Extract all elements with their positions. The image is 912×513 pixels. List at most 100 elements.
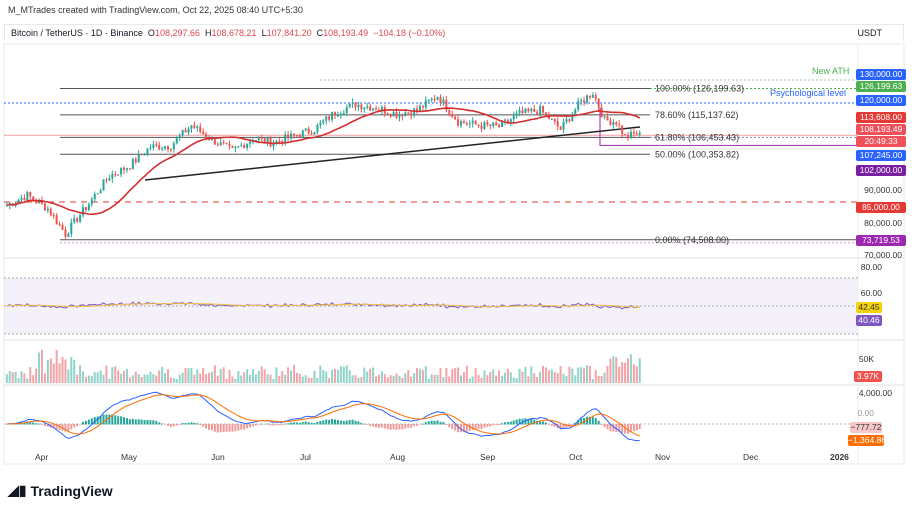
volume-bar	[418, 368, 421, 383]
candle	[635, 133, 638, 135]
macd-histogram-bar	[348, 419, 351, 425]
macd-histogram-bar	[111, 414, 114, 425]
candle	[418, 106, 421, 111]
candle	[38, 200, 41, 203]
volume-bar	[301, 376, 304, 383]
macd-histogram-bar	[498, 424, 501, 426]
volume-axis-label: 50K	[858, 354, 874, 364]
volume-bar	[544, 367, 547, 383]
macd-histogram-bar	[325, 419, 328, 425]
volume-bar	[123, 370, 126, 383]
candle	[536, 111, 539, 115]
candle	[281, 141, 284, 144]
open-label: O	[147, 28, 155, 38]
volume-bar	[451, 369, 454, 383]
macd-histogram-bar	[190, 422, 193, 425]
volume-bar	[196, 369, 199, 383]
macd-histogram-bar	[149, 420, 152, 425]
macd-histogram-bar	[90, 418, 93, 425]
volume-bar	[254, 374, 257, 383]
volume-bar	[322, 370, 325, 383]
macd-histogram-bar	[319, 421, 322, 425]
volume-bar	[17, 378, 20, 383]
candle	[234, 147, 237, 149]
volume-bar	[427, 378, 430, 383]
volume-bar	[202, 367, 205, 383]
price-axis-label: 70,000.00	[864, 250, 902, 260]
macd-histogram-bar	[442, 422, 445, 425]
candle	[369, 106, 372, 111]
macd-histogram-bar	[301, 422, 304, 425]
macd-histogram-bar	[216, 424, 219, 433]
macd-histogram-bar	[146, 419, 149, 425]
volume-bar	[216, 375, 219, 383]
volume-bar	[547, 370, 550, 383]
macd-signal-line	[6, 394, 640, 437]
candle	[621, 125, 624, 135]
volume-bar	[632, 364, 635, 383]
price-tag: 85,000.00	[856, 202, 906, 213]
time-label: 2026	[830, 452, 849, 462]
candle	[427, 100, 430, 102]
time-label: Oct	[569, 452, 583, 462]
volume-bar	[260, 366, 263, 383]
time-label: Jun	[211, 452, 225, 462]
volume-bar	[210, 371, 213, 383]
price-tag: 126,199.63	[856, 81, 906, 92]
candle	[348, 103, 351, 108]
volume-bar	[120, 373, 123, 383]
volume-bar	[501, 376, 504, 383]
candle	[585, 95, 588, 103]
volume-bar	[143, 374, 146, 383]
candle	[632, 131, 635, 134]
candle	[603, 116, 606, 118]
macd-histogram-bar	[193, 422, 196, 425]
tradingview-logo: ◢▮ TradingView	[8, 482, 113, 499]
candle	[49, 208, 52, 216]
macd-histogram-bar	[120, 416, 123, 425]
candle	[32, 196, 35, 200]
volume-bar	[474, 367, 477, 383]
high-value: 108,678.21	[211, 28, 257, 38]
candle	[29, 192, 32, 197]
candle	[120, 167, 123, 175]
symbol-title[interactable]: Bitcoin / TetherUS · 1D · Binance	[11, 28, 143, 38]
candle	[140, 154, 143, 156]
volume-bar	[627, 358, 629, 383]
candle	[319, 122, 322, 126]
macd-histogram-bar	[254, 424, 257, 426]
time-label: Apr	[35, 452, 49, 462]
macd-histogram-bar	[284, 423, 287, 425]
volume-bar	[205, 374, 208, 383]
macd-tag: −1,364.86	[848, 435, 887, 446]
macd-histogram-bar	[219, 424, 222, 433]
volume-bar	[70, 357, 73, 383]
macd-histogram-bar	[489, 424, 492, 427]
volume-bar	[515, 378, 518, 383]
volume-bar	[61, 357, 64, 383]
candle	[70, 222, 73, 234]
candle	[5, 205, 8, 207]
time-label: Aug	[390, 452, 406, 462]
volume-bar	[351, 375, 354, 383]
macd-histogram-bar	[629, 424, 632, 433]
candle	[304, 128, 307, 131]
candle	[43, 203, 46, 211]
volume-bar	[454, 368, 457, 383]
candle	[542, 106, 545, 113]
macd-histogram-bar	[603, 424, 606, 428]
macd-histogram-bar	[457, 424, 460, 433]
candle	[421, 106, 424, 108]
candle	[448, 110, 451, 114]
candle	[263, 138, 266, 143]
candle	[231, 145, 234, 148]
candle	[111, 174, 114, 179]
volume-bar	[231, 376, 234, 383]
macd-histogram-bar	[228, 424, 231, 432]
candle	[506, 119, 509, 122]
candle	[225, 143, 228, 145]
currency-label: USDT	[857, 28, 883, 38]
candle	[190, 125, 193, 129]
macd-histogram-bar	[404, 424, 407, 429]
